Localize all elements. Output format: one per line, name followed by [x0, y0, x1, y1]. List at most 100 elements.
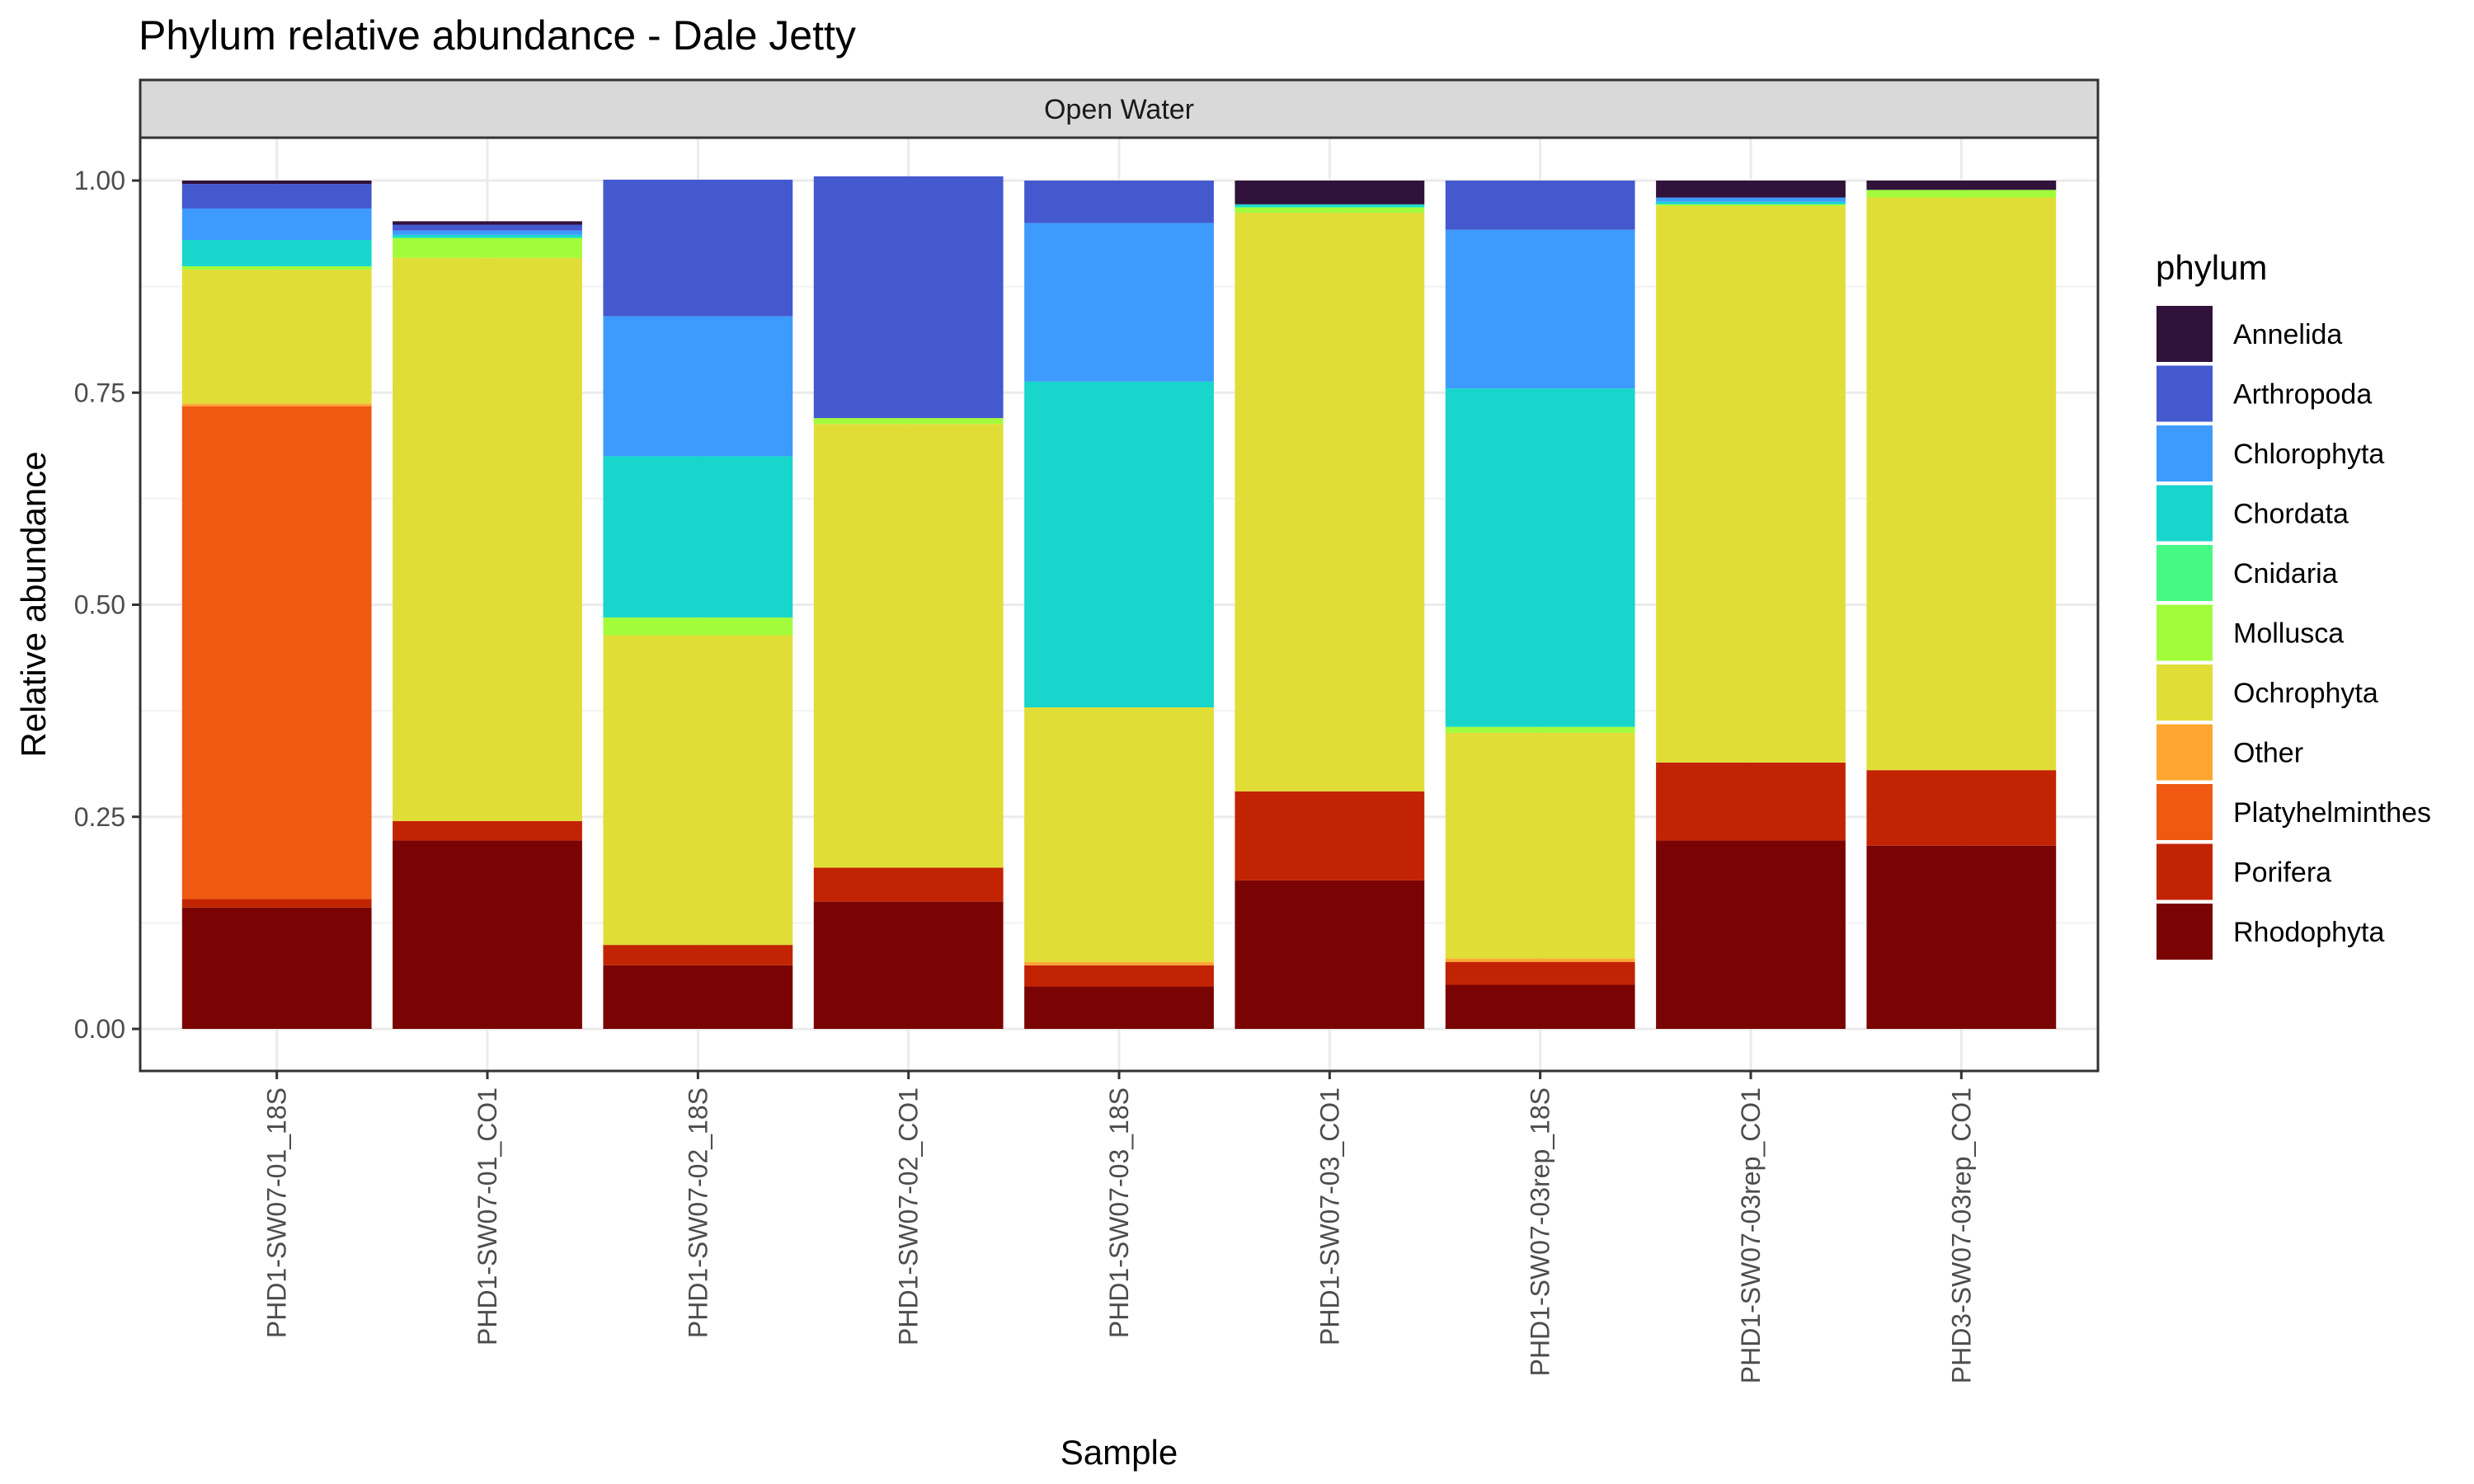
bar-segment-rhodophyta [181, 907, 372, 1029]
legend-label-ochrophyta: Ochrophyta [2233, 678, 2378, 709]
bar-segment-chordata [1024, 381, 1214, 708]
bar-segment-annelida [1866, 181, 2057, 190]
bar-segment-ochrophyta [813, 424, 1004, 868]
x-tick-label: PHD1-SW07-03rep_CO1 [1736, 1087, 1766, 1383]
bar-segment-chordata [1656, 201, 1846, 204]
bar-segment-chlorophyta [1024, 223, 1214, 382]
bar-segment-porifera [1235, 791, 1425, 881]
legend-items: Annelida Arthropoda Chlorophyta Chordata Cni… [2155, 304, 2431, 961]
bar-segment-porifera [1445, 961, 1635, 985]
bars [181, 176, 2057, 1029]
legend-swatch-chordata [2155, 483, 2214, 543]
bar-segment-chordata [181, 240, 372, 266]
bar-segment-chordata [603, 456, 793, 618]
bar-segment-rhodophyta [1235, 880, 1425, 1029]
legend-swatch-rhodophyta [2155, 902, 2214, 961]
facet-strip [139, 78, 2100, 139]
bar-segment-chordata [1445, 388, 1635, 727]
bar-segment-chlorophyta [1445, 229, 1635, 389]
bar-segment-mollusca [393, 237, 582, 258]
bar-segment-annelida [393, 221, 582, 225]
bar-segment-ochrophyta [393, 257, 582, 821]
bar-segment-annelida [1656, 181, 1846, 198]
bar-segment-porifera [603, 945, 793, 965]
legend-label-annelida: Annelida [2233, 319, 2342, 350]
bar-segment-mollusca [1656, 204, 1846, 206]
y-tick-label: 0.25 [74, 802, 125, 832]
bar-segment-annelida [181, 181, 372, 185]
bar-segment-rhodophyta [1656, 840, 1846, 1029]
legend-label-arthropoda: Arthropoda [2233, 379, 2372, 411]
bar-segment-mollusca [181, 265, 372, 270]
x-tick-label: PHD1-SW07-03_18S [1104, 1087, 1134, 1338]
legend-label-rhodophyta: Rhodophyta [2233, 917, 2384, 948]
bar-segment-chordata [393, 234, 582, 237]
bar-segment-platyhelminthes [181, 406, 372, 899]
x-axis-title: Sample [1061, 1433, 1178, 1472]
bar-segment-ochrophyta [181, 270, 372, 404]
bar-segment-rhodophyta [393, 840, 582, 1029]
x-tick-label: PHD1-SW07-03rep_18S [1526, 1087, 1555, 1376]
bar-segment-chlorophyta [1656, 197, 1846, 202]
legend-label-mollusca: Mollusca [2233, 618, 2344, 650]
legend-swatch-platyhelminthes [2155, 782, 2214, 842]
x-tick-label: PHD1-SW07-03_CO1 [1315, 1087, 1344, 1345]
y-tick-label: 1.00 [74, 166, 125, 195]
bar-segment-other [181, 403, 372, 406]
legend-label-cnidaria: Cnidaria [2233, 558, 2338, 589]
bar-segment-porifera [813, 867, 1004, 902]
bar-segment-mollusca [603, 617, 793, 636]
bar-segment-cnidaria [393, 237, 582, 238]
x-tick-label: PHD3-SW07-03rep_CO1 [1946, 1087, 1976, 1383]
bar-segment-chlorophyta [603, 316, 793, 457]
legend: phylum Annelida Arthropoda Chlorophyta Chor… [2155, 248, 2431, 961]
legend-swatch-chlorophyta [2155, 424, 2214, 483]
bar-segment-porifera [181, 899, 372, 908]
bar-segment-arthropoda [1024, 181, 1214, 223]
bar-segment-rhodophyta [603, 965, 793, 1029]
bar-segment-mollusca [1445, 726, 1635, 733]
legend-label-platyhelminthes: Platyhelminthes [2233, 797, 2431, 829]
bar-segment-arthropoda [1445, 181, 1635, 230]
bar-segment-porifera [1024, 965, 1214, 987]
y-tick-label: 0.00 [74, 1014, 125, 1044]
bar-segment-other [1445, 958, 1635, 962]
bar-segment-ochrophyta [603, 635, 793, 946]
bar-segment-arthropoda [181, 184, 372, 209]
bar-segment-chlorophyta [181, 208, 372, 241]
y-tick-label: 0.75 [74, 378, 125, 407]
y-axis-ticks: 0.00 0.25 0.50 0.75 1.00 [74, 166, 140, 1044]
bar-segment-rhodophyta [1445, 984, 1635, 1029]
bar-segment-annelida [1235, 181, 1425, 204]
bar-segment-arthropoda [603, 179, 793, 317]
legend-title: phylum [2156, 248, 2267, 287]
legend-swatch-cnidaria [2155, 543, 2214, 603]
bar-segment-rhodophyta [813, 901, 1004, 1029]
legend-swatch-arthropoda [2155, 364, 2214, 424]
x-tick-label: PHD1-SW07-01_CO1 [473, 1087, 502, 1345]
x-tick-label: PHD1-SW07-02_18S [683, 1087, 713, 1338]
bar-segment-mollusca [813, 418, 1004, 425]
x-axis-ticks: PHD1-SW07-01_18S PHD1-SW07-01_CO1 PHD1-SW0… [262, 1071, 1976, 1383]
legend-swatch-annelida [2155, 304, 2214, 364]
facet-strip-label: Open Water [1044, 94, 1194, 125]
legend-swatch-other [2155, 722, 2214, 782]
bar-segment-other [1024, 961, 1214, 965]
bar-segment-cnidaria [1235, 206, 1425, 208]
bar-segment-rhodophyta [1866, 845, 2057, 1029]
legend-label-porifera: Porifera [2233, 857, 2331, 889]
bar-segment-arthropoda [393, 224, 582, 231]
bar-segment-porifera [1866, 770, 2057, 846]
chart-title: Phylum relative abundance - Dale Jetty [139, 12, 856, 59]
bar-segment-chordata [1235, 204, 1425, 207]
legend-label-chordata: Chordata [2233, 499, 2349, 530]
legend-swatch-mollusca [2155, 603, 2214, 663]
legend-label-other: Other [2233, 738, 2303, 769]
x-tick-label: PHD1-SW07-02_CO1 [894, 1087, 924, 1345]
bar-segment-ochrophyta [1235, 213, 1425, 791]
legend-label-chlorophyta: Chlorophyta [2233, 439, 2384, 470]
bar-segment-rhodophyta [1024, 986, 1214, 1029]
bar-segment-chlorophyta [393, 230, 582, 235]
bar-segment-ochrophyta [1866, 197, 2057, 771]
